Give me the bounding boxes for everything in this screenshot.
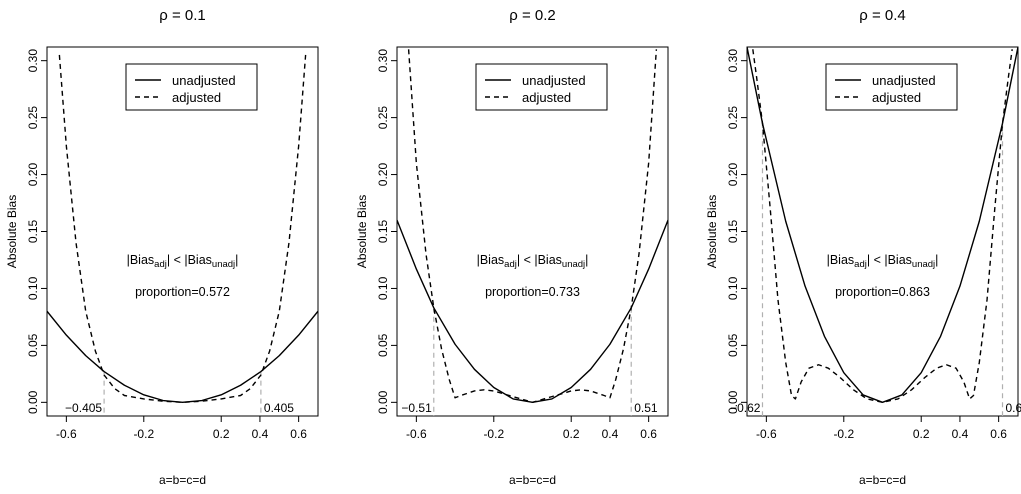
- x-axis-label: a=b=c=d: [159, 473, 206, 487]
- x-tick-label: 0.4: [952, 427, 969, 441]
- series-adjusted: [58, 54, 307, 404]
- y-tick-label: 0.20: [376, 163, 390, 187]
- y-tick-label: 0.10: [376, 276, 390, 300]
- bias-comparison-annotation: |Biasadj| < |Biasunadj|: [127, 253, 239, 270]
- legend-box: [825, 63, 958, 111]
- y-tick-label: 0.10: [26, 276, 40, 300]
- x-axis-label: a=b=c=d: [859, 473, 906, 487]
- chart-panel-3: ρ = 0.4 0.00 0.05 0.10 0.15 0.20 0.25 0.30 -0.6 -…: [705, 7, 1021, 487]
- y-tick-label: 0.00: [376, 390, 390, 414]
- crossing-label: −0.51: [401, 401, 432, 415]
- x-tick-label: 0.2: [563, 427, 580, 441]
- chart-panel-2: ρ = 0.2 0.00 0.05 0.10 0.15 0.20 0.25 0.30 -0.6 -…: [355, 7, 669, 487]
- crossing-label: 0.62: [1006, 401, 1021, 415]
- y-tick-label: 0.15: [26, 219, 40, 243]
- series-adjusted: [752, 49, 1013, 404]
- crossing-label: −0.405: [65, 401, 102, 415]
- chart-panel-1: ρ = 0.1 0.00 0.05 0.10 0.15 0.20 0.25 0.30 -0.6 -…: [5, 7, 319, 487]
- legend-box: [125, 63, 258, 111]
- series-unadjusted: [397, 219, 668, 404]
- chart-title: ρ = 0.2: [509, 7, 555, 24]
- y-tick-label: 0.30: [726, 49, 740, 73]
- y-tick-label: 0.10: [726, 276, 740, 300]
- chart-title: ρ = 0.1: [159, 7, 205, 24]
- crossing-label: 0.405: [264, 401, 294, 415]
- bias-comparison-annotation: |Biasadj| < |Biasunadj|: [477, 253, 589, 270]
- crossing-label: −0.62: [730, 401, 761, 415]
- y-axis-label: Absolute Bias: [355, 195, 369, 268]
- series-unadjusted: [47, 310, 318, 404]
- x-tick-label: 0.2: [913, 427, 930, 441]
- y-tick-label: 0.05: [26, 333, 40, 357]
- x-tick-label: -0.6: [756, 427, 777, 441]
- legend-box: [475, 63, 608, 111]
- y-tick-label: 0.25: [726, 106, 740, 130]
- proportion-label: proportion=0.733: [485, 285, 580, 299]
- y-tick-label: 0.30: [376, 49, 390, 73]
- x-tick-label: -0.6: [56, 427, 77, 441]
- x-tick-label: -0.6: [406, 427, 427, 441]
- legend-label: unadjusted: [872, 73, 936, 88]
- proportion-label: proportion=0.572: [135, 285, 230, 299]
- y-tick-label: 0.15: [726, 219, 740, 243]
- bias-comparison-annotation: |Biasadj| < |Biasunadj|: [827, 253, 939, 270]
- y-tick-label: 0.00: [26, 390, 40, 414]
- y-tick-label: 0.30: [26, 49, 40, 73]
- x-tick-label: -0.2: [133, 427, 154, 441]
- y-tick-label: 0.15: [376, 219, 390, 243]
- x-tick-label: 0.6: [990, 427, 1007, 441]
- y-tick-label: 0.20: [726, 163, 740, 187]
- proportion-label: proportion=0.863: [835, 285, 930, 299]
- y-tick-label: 0.00: [726, 390, 740, 414]
- x-tick-label: -0.2: [483, 427, 504, 441]
- x-tick-label: -0.2: [833, 427, 854, 441]
- x-tick-label: 0.6: [640, 427, 657, 441]
- y-axis-label: Absolute Bias: [5, 195, 19, 268]
- series-adjusted: [407, 49, 658, 404]
- x-tick-label: 0.6: [290, 427, 307, 441]
- y-axis-label: Absolute Bias: [705, 195, 719, 268]
- y-tick-label: 0.05: [376, 333, 390, 357]
- y-tick-label: 0.25: [376, 106, 390, 130]
- y-tick-label: 0.20: [26, 163, 40, 187]
- x-tick-label: 0.2: [213, 427, 230, 441]
- legend-label: unadjusted: [522, 73, 586, 88]
- legend-label: adjusted: [172, 90, 221, 105]
- series-unadjusted: [747, 47, 1018, 404]
- x-axis-label: a=b=c=d: [509, 473, 556, 487]
- y-tick-label: 0.05: [726, 333, 740, 357]
- y-tick-label: 0.25: [26, 106, 40, 130]
- legend-label: unadjusted: [172, 73, 236, 88]
- x-tick-label: 0.4: [252, 427, 269, 441]
- crossing-label: 0.51: [634, 401, 658, 415]
- chart-title: ρ = 0.4: [859, 7, 905, 24]
- legend-label: adjusted: [872, 90, 921, 105]
- x-tick-label: 0.4: [602, 427, 619, 441]
- legend-label: adjusted: [522, 90, 571, 105]
